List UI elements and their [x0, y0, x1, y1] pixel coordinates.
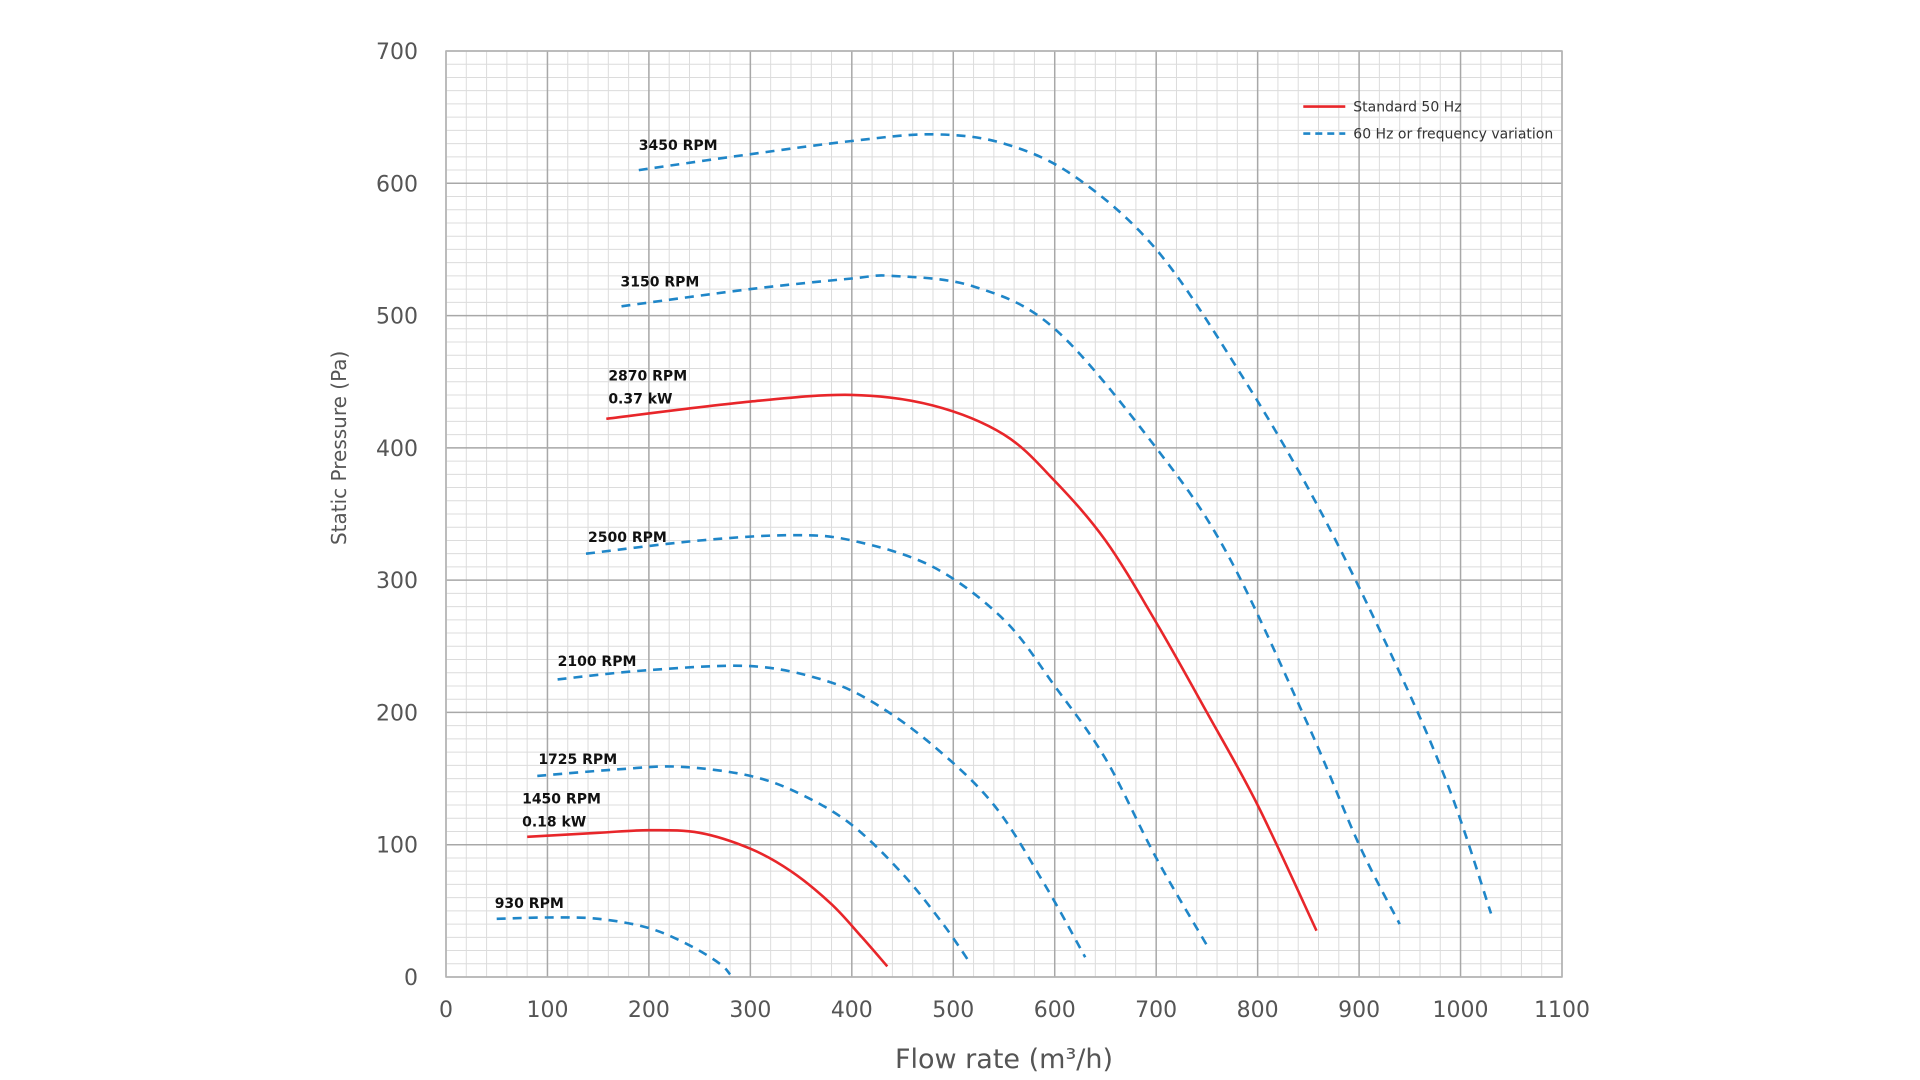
legend-label: 60 Hz or frequency variation	[1353, 127, 1553, 143]
curve-label: 2870 RPM	[608, 368, 687, 384]
curve-2100-rpm	[557, 664, 1087, 958]
curve-label: 930 RPM	[495, 896, 564, 912]
curve-label: 2500 RPM	[588, 530, 667, 546]
legend-label: Standard 50 Hz	[1353, 100, 1461, 116]
y-tick-label: 100	[376, 834, 418, 859]
curve-1450-rpm	[527, 828, 889, 968]
x-tick-label: 800	[1237, 998, 1279, 1023]
curve-label: 3450 RPM	[639, 138, 718, 154]
x-tick-label: 900	[1338, 998, 1380, 1023]
y-tick-label: 200	[376, 701, 418, 726]
x-tick-label: 700	[1135, 998, 1177, 1023]
x-tick-label: 0	[439, 998, 453, 1023]
y-tick-label: 600	[376, 172, 418, 197]
y-tick-label: 300	[376, 569, 418, 594]
y-axis-ticks: 0 100 200 300 400 500 600 700	[376, 40, 418, 991]
curve-label: 0.37 kW	[608, 391, 672, 407]
x-tick-label: 200	[628, 998, 670, 1023]
curve-2870-rpm	[606, 393, 1318, 932]
curve-3450-rpm	[638, 132, 1493, 914]
curve-3150-rpm	[621, 274, 1401, 925]
plot-area-frame	[445, 50, 1563, 978]
y-tick-label: 0	[404, 966, 418, 991]
performance-curves	[496, 132, 1493, 976]
y-axis-title: Static Pressure (Pa)	[327, 351, 351, 545]
curve-1725-rpm	[537, 765, 972, 965]
curve-labels: 3450 RPM 3150 RPM 2870 RPM 0.37 kW 2500 RPM 2…	[495, 138, 718, 912]
y-tick-label: 500	[376, 305, 418, 330]
curve-2500-rpm	[585, 533, 1209, 946]
curve-label: 2100 RPM	[558, 654, 637, 670]
x-axis-ticks: 0 100 200 300 400 500 600 700 800 900 1000 1100	[439, 998, 1590, 1023]
curve-label: 1450 RPM	[522, 792, 601, 808]
x-tick-label: 100	[526, 998, 568, 1023]
curve-label: 1725 RPM	[538, 752, 617, 768]
y-tick-label: 700	[376, 40, 418, 65]
legend: Standard 50 Hz 60 Hz or frequency variati…	[1303, 100, 1553, 143]
x-tick-label: 500	[932, 998, 974, 1023]
curve-label: 3150 RPM	[621, 274, 700, 290]
x-tick-label: 400	[831, 998, 873, 1023]
x-tick-label: 1000	[1433, 998, 1489, 1023]
x-tick-label: 1100	[1534, 998, 1590, 1023]
x-tick-label: 600	[1034, 998, 1076, 1023]
minor-gridlines	[445, 50, 1563, 978]
y-tick-label: 400	[376, 437, 418, 462]
curve-label: 0.18 kW	[522, 815, 586, 831]
x-tick-label: 300	[729, 998, 771, 1023]
curve-930-rpm	[496, 916, 732, 976]
x-axis-title: Flow rate (m³/h)	[895, 1044, 1113, 1075]
